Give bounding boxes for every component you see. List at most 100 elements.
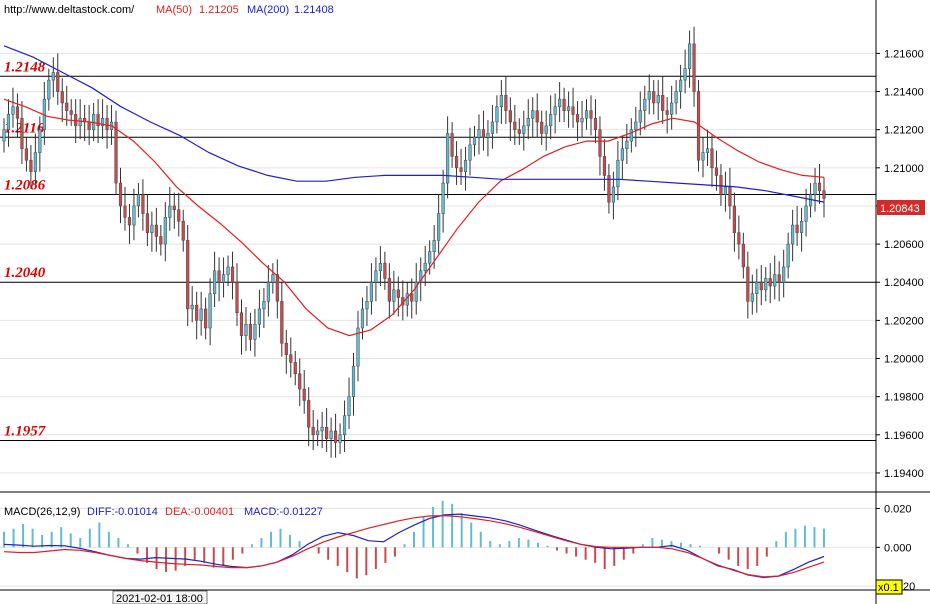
candle-up (486, 133, 490, 138)
support-resistance-levels: 1.2148 1.2116 1.2086 1.2040 1.1957 (0, 59, 876, 442)
candle-up (369, 281, 374, 302)
candle-up (499, 95, 503, 108)
candle-down (69, 110, 73, 115)
candle-down (598, 129, 602, 157)
candle-up (468, 144, 472, 161)
candle-up (423, 262, 427, 272)
candle-down (513, 121, 517, 130)
candle-up (271, 274, 275, 283)
level-label: 1.2148 (4, 59, 46, 75)
candle-down (127, 217, 132, 226)
candle-up (190, 304, 194, 310)
candle-down (289, 354, 293, 363)
candle-up (584, 110, 589, 119)
price-tick-label: 1.19600 (884, 430, 924, 442)
macd-tick-label: 0.000 (884, 542, 912, 554)
candle-down (159, 236, 163, 245)
candle-up (755, 281, 759, 294)
candle-down (186, 240, 190, 310)
candle-down (517, 129, 521, 134)
candle-up (365, 301, 369, 310)
candle-down (195, 304, 199, 321)
candle-down (719, 175, 723, 195)
candle-down (795, 224, 799, 233)
candle-down (714, 167, 719, 176)
candle-down (177, 209, 181, 222)
candle-up (38, 129, 42, 153)
current-price-tag-bg (877, 200, 925, 215)
candle-up (428, 251, 432, 264)
candle-up (804, 205, 808, 222)
zoom-level[interactable]: x0.1 (878, 582, 899, 594)
candle-up (168, 205, 172, 218)
candle-up (750, 293, 754, 302)
candle-down (118, 182, 123, 207)
candle-down (607, 175, 611, 203)
candle-up (553, 106, 557, 115)
candle-down (181, 220, 185, 241)
candle-up (226, 266, 230, 275)
candle-down (728, 186, 732, 207)
price-tick-label: 1.20600 (884, 239, 924, 251)
moving-averages (3, 45, 825, 337)
candle-up (253, 323, 257, 340)
candle-down (217, 270, 221, 283)
candle-down (145, 213, 149, 233)
candle-down (29, 159, 33, 172)
candle-down (652, 91, 656, 104)
candle-up (437, 213, 441, 241)
candle-down (589, 110, 593, 119)
current-price-tag: 1.20843 (880, 203, 920, 215)
candle-up (329, 430, 333, 439)
candle-up (656, 95, 660, 104)
candle-down (275, 274, 279, 302)
candle-down (248, 323, 253, 340)
time-axis-label: 2021-02-01 18:00 (116, 593, 203, 604)
candle-down (504, 95, 508, 111)
candle-down (732, 205, 736, 233)
candle-down (710, 148, 714, 169)
candle-up (78, 117, 82, 127)
candle-up (441, 182, 445, 214)
candle-up (638, 110, 642, 123)
candle-down (235, 281, 239, 313)
candle-down (20, 117, 24, 149)
candle-down (154, 224, 158, 237)
candle-up (791, 224, 795, 245)
candle-down (141, 194, 145, 214)
candle-down (172, 205, 176, 211)
candle-down (535, 110, 539, 123)
candle-up (11, 106, 15, 115)
candle-down (593, 117, 598, 130)
candle-down (737, 232, 741, 245)
candle-up (378, 262, 382, 272)
price-tick-label: 1.19400 (884, 468, 924, 480)
candle-down (293, 362, 297, 375)
candle-down (459, 167, 463, 172)
candle-up (432, 240, 436, 252)
candle-up (356, 327, 360, 367)
price-tick-label: 1.20000 (884, 354, 924, 366)
site-url[interactable]: http://www.deltastock.com/ (4, 4, 135, 16)
candle-up (490, 121, 495, 134)
ma50-value: 1.21205 (199, 4, 239, 16)
candle-down (311, 426, 315, 436)
price-tick-label: 1.20200 (884, 315, 924, 327)
candle-up (51, 72, 55, 81)
candle-up (764, 278, 768, 291)
macd-grid (0, 508, 876, 587)
zoom-badge-bg[interactable] (875, 579, 903, 595)
candle-down (65, 102, 69, 111)
candle-down (450, 133, 454, 157)
candle-down (123, 205, 127, 218)
candle-up (360, 308, 365, 329)
candle-down (387, 278, 391, 302)
macd-tick-label: 0.020 (884, 504, 912, 516)
candle-down (280, 301, 284, 344)
candle-up (266, 281, 270, 302)
price-tick-label: 1.21600 (884, 48, 924, 60)
candle-up (531, 110, 535, 119)
candle-up (625, 140, 629, 149)
candle-up (2, 129, 6, 142)
